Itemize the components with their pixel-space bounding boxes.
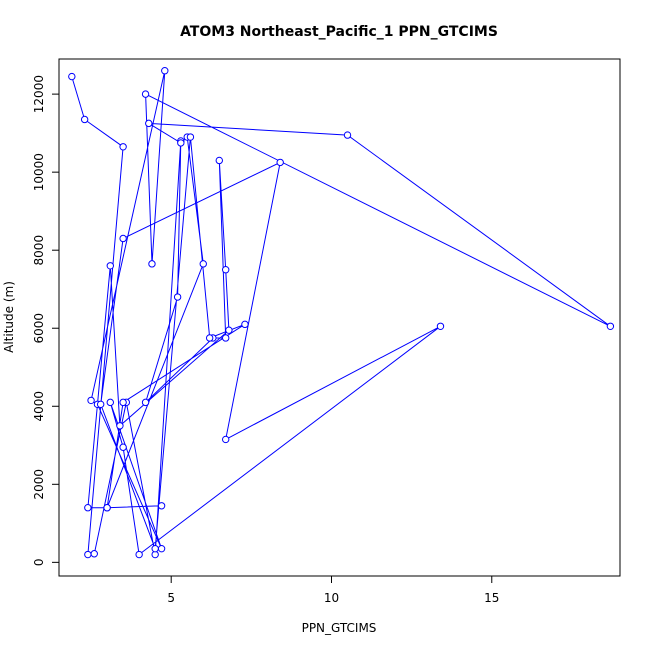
data-point [177, 139, 185, 147]
data-point [96, 400, 105, 409]
data-point [606, 322, 615, 330]
data-point [80, 115, 89, 124]
x-tick-label: 15 [484, 591, 499, 605]
y-tick-label: 0 [32, 559, 46, 567]
data-point [145, 119, 153, 128]
data-point [68, 72, 76, 81]
data-point [135, 550, 143, 559]
data-point [173, 293, 182, 301]
data-point [119, 443, 127, 451]
data-point [221, 334, 230, 342]
y-tick-label: 4000 [32, 391, 46, 422]
x-axis-label: PPN_GTCIMS [302, 621, 377, 635]
y-tick-label: 6000 [32, 313, 46, 344]
data-point [225, 326, 233, 334]
data-point [343, 131, 352, 139]
data-point [119, 398, 127, 407]
data-point [90, 550, 98, 558]
data-point [103, 504, 111, 512]
data-point [84, 550, 92, 559]
data-point [241, 320, 249, 329]
y-tick-label: 12000 [32, 75, 46, 113]
data-point [157, 544, 166, 553]
plot-frame [58, 58, 621, 577]
data-point [106, 262, 114, 270]
data-point [84, 504, 92, 512]
data-point [186, 133, 195, 141]
x-tick-label: 5 [167, 591, 175, 605]
data-point [151, 544, 159, 553]
data-point [276, 158, 284, 167]
y-tick-label: 8000 [32, 235, 46, 266]
data-point [436, 322, 445, 330]
data-point [221, 435, 230, 444]
data-point [148, 260, 156, 268]
y-axis-label: Altitude (m) [2, 281, 16, 353]
series-layer [68, 67, 615, 559]
y-tick-label: 2000 [32, 469, 46, 500]
data-point [141, 398, 150, 407]
x-axis: 5 10 15 [167, 575, 499, 605]
data-point [205, 334, 214, 342]
data-point [106, 398, 114, 407]
data-point [141, 90, 150, 98]
data-point [119, 143, 127, 151]
chart-title: ATOM3 Northeast_Pacific_1 PPN_GTCIMS [180, 24, 498, 40]
data-point [215, 156, 223, 165]
data-point [116, 422, 124, 430]
data-point [161, 67, 169, 75]
data-point [157, 502, 166, 510]
y-axis: 0 2000 4000 6000 8000 10000 12000 [32, 75, 60, 567]
y-tick-label: 10000 [32, 153, 46, 191]
data-point [87, 396, 95, 405]
x-tick-label: 10 [324, 591, 339, 605]
data-point [221, 266, 230, 274]
data-point [119, 234, 127, 243]
series-line [71, 70, 611, 556]
data-point [199, 260, 207, 268]
